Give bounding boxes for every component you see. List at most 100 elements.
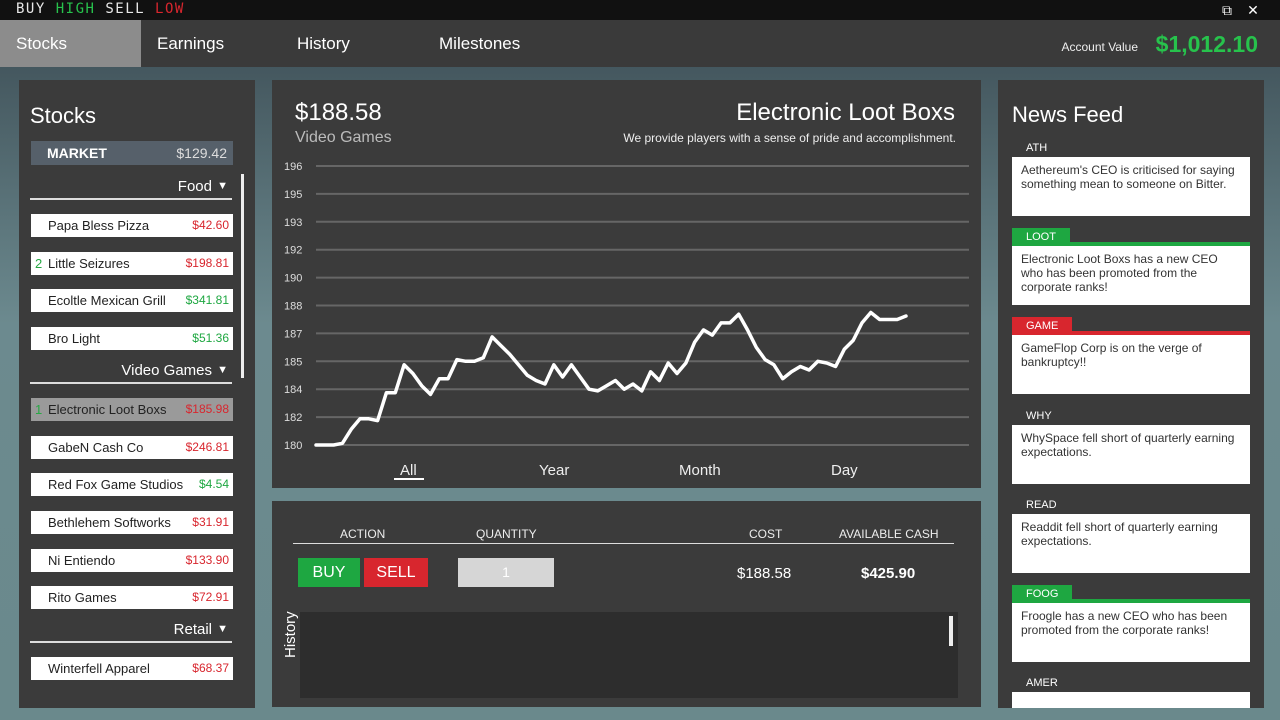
chevron-down-icon: ▼ [217,364,228,376]
restore-icon[interactable]: ⧉ [1222,2,1232,18]
stock-name: Papa Bless Pizza [48,218,150,233]
news-tag-line [1012,421,1250,425]
close-icon[interactable]: ✕ [1247,2,1259,18]
logo-word: HIGH [55,1,106,17]
y-tick-label: 190 [284,273,302,285]
quantity-header: QUANTITY [476,527,537,541]
category-header[interactable]: Video Games ▼ [30,362,232,384]
action-header: ACTION [340,527,386,541]
app-logo: BUY HIGH SELL LOW [16,1,185,17]
owned-count: 2 [35,256,43,271]
category-label: Retail [173,621,212,638]
news-card[interactable] [1012,692,1250,708]
stock-name: Red Fox Game Studios [48,477,184,492]
stock-row[interactable]: 1 Electronic Loot Boxs $185.98 [31,398,233,421]
range-tab-day[interactable]: Day [831,462,858,479]
stock-row[interactable]: 2 Little Seizures $198.81 [31,252,233,275]
chevron-down-icon: ▼ [217,623,228,635]
market-label: MARKET [47,145,107,161]
stock-price: $133.90 [185,553,229,567]
tab-stocks[interactable]: Stocks [0,20,141,67]
news-card[interactable]: Aethereum's CEO is criticised for saying… [1012,157,1250,216]
stocks-title: Stocks [30,103,97,128]
news-card[interactable]: Froogle has a new CEO who has been promo… [1012,603,1250,662]
stock-row[interactable]: Winterfell Apparel $68.37 [31,657,233,680]
stock-row[interactable]: Bro Light $51.36 [31,327,233,350]
news-tag-line [1012,153,1250,157]
stock-row[interactable]: Papa Bless Pizza $42.60 [31,214,233,237]
news-tag: LOOT [1012,228,1070,246]
stock-name: Ni Entiendo [48,553,116,568]
stock-row[interactable]: Bethlehem Softworks $31.91 [31,511,233,534]
available-cash-header: AVAILABLE CASH [839,527,939,541]
news-card[interactable]: WhySpace fell short of quarterly earning… [1012,425,1250,484]
owned-count: 1 [35,402,43,417]
stock-row[interactable]: Ecoltle Mexican Grill $341.81 [31,289,233,312]
account-value-label: Account Value [1061,40,1139,54]
stock-price: $42.60 [192,218,229,232]
stock-price: $72.91 [192,590,229,604]
y-tick-label: 188 [284,301,302,313]
news-tag: ATH [1012,139,1062,157]
nav-bar: Stocks Earnings History Milestones Accou… [0,20,1280,67]
stock-name: Little Seizures [48,256,130,271]
chevron-down-icon: ▼ [217,180,228,192]
stock-price: $68.37 [192,661,229,675]
stock-row[interactable]: GabeN Cash Co $246.81 [31,436,233,459]
y-tick-label: 193 [284,217,302,229]
logo-word: SELL [105,1,156,17]
stock-price: $188.58 [295,99,382,126]
stock-price: $31.91 [192,515,229,529]
y-tick-label: 195 [284,189,302,201]
stock-name: Winterfell Apparel [48,661,150,676]
stock-name: Ecoltle Mexican Grill [48,293,166,308]
tab-milestones[interactable]: Milestones [439,34,521,53]
history-scrollbar[interactable] [949,616,953,646]
news-tag: GAME [1012,317,1073,335]
stock-row[interactable]: Red Fox Game Studios $4.54 [31,473,233,496]
y-tick-label: 182 [284,412,302,424]
news-tag-line [1012,242,1250,246]
stocks-panel: Stocks MARKET $129.42 Food ▼ Papa Bless Pi… [19,80,255,708]
category-header[interactable]: Retail ▼ [30,621,232,643]
price-line [314,310,908,447]
category-header[interactable]: Food ▼ [30,178,232,200]
stock-row[interactable]: Rito Games $72.91 [31,586,233,609]
news-tag-line [1012,599,1250,603]
news-card[interactable]: Electronic Loot Boxs has a new CEO who h… [1012,246,1250,305]
y-tick-label: 180 [284,440,302,452]
news-tag-line [1012,331,1250,335]
stock-name: Electronic Loot Boxs [736,99,955,126]
trade-panel: ACTION QUANTITY COST AVAILABLE CASH BUY … [272,501,981,707]
stock-price: $246.81 [185,440,229,454]
stock-row[interactable]: Ni Entiendo $133.90 [31,549,233,572]
y-tick-label: 196 [284,161,302,173]
range-tab-year[interactable]: Year [539,462,570,479]
tab-earnings[interactable]: Earnings [157,34,225,53]
market-row[interactable]: MARKET $129.42 [31,141,233,165]
tab-history[interactable]: History [297,34,350,53]
stock-name: GabeN Cash Co [48,440,144,455]
news-tag: AMER [1012,674,1072,692]
stock-category: Video Games [295,129,392,146]
buy-button[interactable]: BUY [298,558,360,587]
sell-button[interactable]: SELL [364,558,428,587]
category-label: Video Games [121,362,212,379]
range-tab-month[interactable]: Month [679,462,721,479]
news-card[interactable]: Readdit fell short of quarterly earning … [1012,514,1250,573]
history-label: History [282,611,299,658]
active-range-underline [394,478,424,480]
trade-history-list[interactable] [300,612,958,698]
news-card[interactable]: GameFlop Corp is on the verge of bankrup… [1012,335,1250,394]
stocks-scrollbar[interactable] [241,174,244,378]
market-value: $129.42 [176,145,227,161]
stock-name: Electronic Loot Boxs [48,402,167,417]
quantity-input[interactable]: 1 [458,558,554,587]
cost-header: COST [749,527,783,541]
y-tick-label: 192 [284,245,302,257]
stock-price: $341.81 [185,293,229,307]
range-tab-all[interactable]: All [400,462,417,479]
available-cash: $425.90 [861,565,916,582]
chart-panel: $188.58 Video Games Electronic Loot Boxs… [272,80,981,488]
account-value: $1,012.10 [1155,31,1258,57]
